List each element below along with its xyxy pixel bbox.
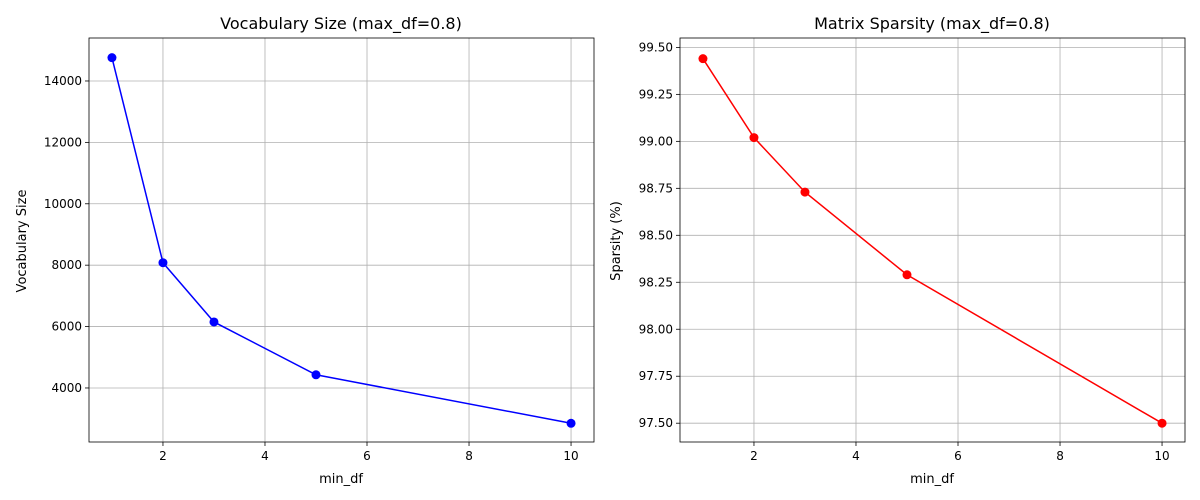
series-line: [702, 58, 1163, 424]
chart-title: Vocabulary Size (max_df=0.8): [220, 14, 462, 34]
series-line: [111, 57, 572, 425]
data-point: [698, 54, 708, 64]
data-point: [107, 53, 117, 63]
y-tick-label: 4000: [51, 381, 82, 395]
y-tick-label: 12000: [44, 135, 82, 149]
data-point: [800, 187, 810, 197]
data-point: [311, 370, 321, 380]
vocabulary-size-chart: Vocabulary Size (max_df=0.8) min_df Voca…: [15, 14, 595, 487]
x-tick-label: 8: [465, 449, 473, 463]
x-tick-label: 8: [1056, 449, 1064, 463]
data-point: [749, 133, 759, 143]
x-tick-label: 6: [954, 449, 962, 463]
y-tick-label: 99.25: [639, 87, 673, 101]
y-tick-label: 97.50: [639, 416, 673, 430]
x-tick-label: 2: [750, 449, 758, 463]
data-point: [209, 317, 219, 327]
plot-frame: [88, 37, 595, 443]
y-tick-label: 97.75: [639, 369, 673, 383]
data-point: [566, 418, 576, 428]
chart-title: Matrix Sparsity (max_df=0.8): [814, 14, 1050, 34]
y-tick-label: 10000: [44, 197, 82, 211]
data-point: [902, 270, 912, 280]
y-tick-label: 98.25: [639, 275, 673, 289]
y-tick-label: 8000: [51, 258, 82, 272]
y-tick-label: 98.75: [639, 181, 673, 195]
y-tick-label: 6000: [51, 320, 82, 334]
y-tick-label: 14000: [44, 74, 82, 88]
y-axis-label: Sparsity (%): [609, 201, 624, 281]
x-tick-label: 2: [159, 449, 167, 463]
x-axis-label: min_df: [319, 472, 363, 487]
plot-frame: [679, 37, 1186, 443]
data-point: [1157, 418, 1167, 428]
x-axis-label: min_df: [910, 472, 954, 487]
y-axis-label: Vocabulary Size: [15, 190, 30, 293]
x-tick-label: 4: [261, 449, 269, 463]
y-tick-label: 99.00: [639, 134, 673, 148]
x-tick-label: 10: [1154, 449, 1169, 463]
x-tick-label: 6: [363, 449, 371, 463]
x-tick-label: 10: [563, 449, 578, 463]
y-tick-label: 98.00: [639, 322, 673, 336]
y-tick-label: 98.50: [639, 228, 673, 242]
matrix-sparsity-chart: Matrix Sparsity (max_df=0.8) min_df Spar…: [609, 14, 1186, 487]
y-tick-label: 99.50: [639, 40, 673, 54]
x-tick-label: 4: [852, 449, 860, 463]
data-point: [158, 258, 168, 268]
